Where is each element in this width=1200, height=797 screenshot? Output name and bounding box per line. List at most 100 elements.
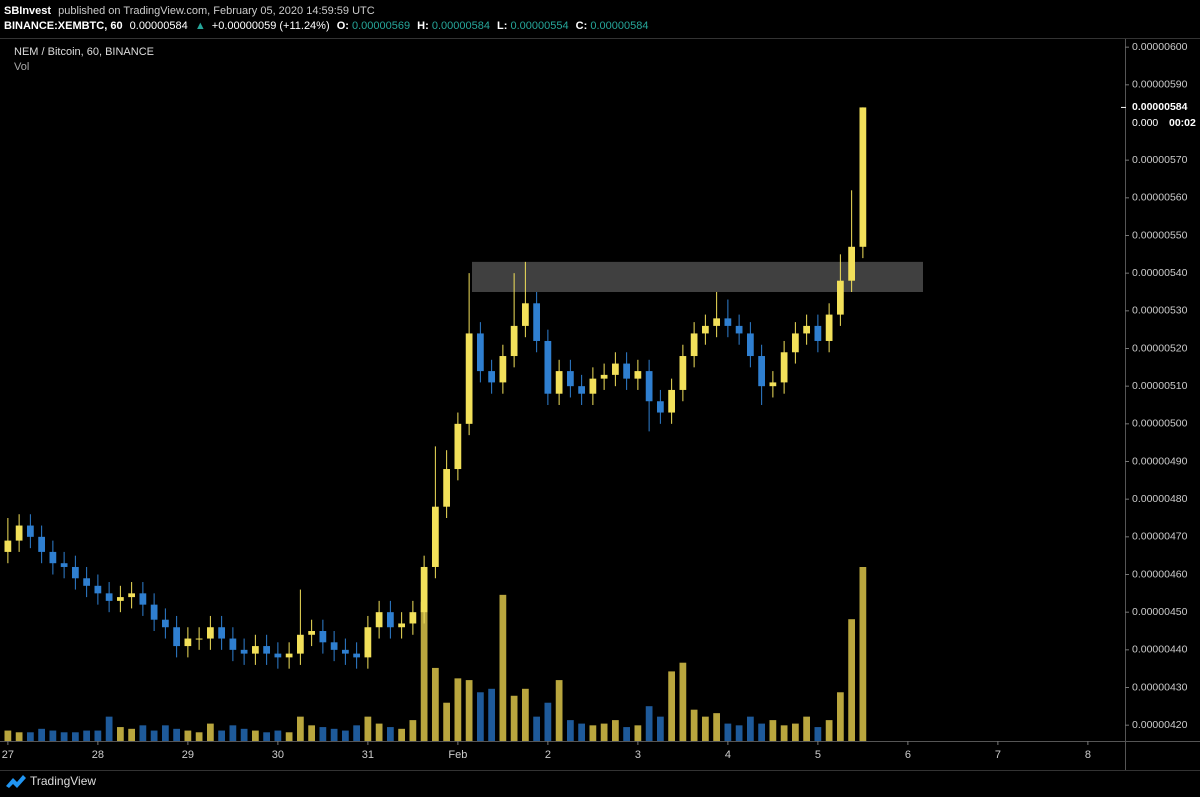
- symbol-line: BINANCE:XEMBTC, 60 0.00000584 ▲ +0.00000…: [4, 20, 648, 32]
- publisher: SBInvest: [4, 5, 51, 17]
- volume-label: Vol: [14, 61, 29, 73]
- volume-bar: [454, 678, 462, 741]
- volume-bar: [387, 727, 394, 741]
- volume-bar: [139, 725, 147, 741]
- volume-bar: [702, 716, 709, 741]
- y-tick-label: 0.00000430: [1132, 681, 1188, 693]
- candle-body: [522, 303, 529, 326]
- volume-bar: [735, 725, 743, 741]
- volume-bar: [645, 706, 653, 741]
- volume-bar: [207, 723, 214, 741]
- x-tick-label: 3: [635, 749, 641, 761]
- candle-body: [229, 638, 237, 650]
- volume-bar: [184, 730, 192, 741]
- volume-bar: [612, 720, 619, 741]
- last-price: 0.00000584: [130, 20, 188, 32]
- volume-bar: [837, 692, 844, 741]
- candle-body: [308, 631, 315, 635]
- x-tick-label: 31: [362, 749, 374, 761]
- y-tick-label: 0.00000570: [1132, 154, 1188, 166]
- candle-body: [94, 585, 102, 594]
- candle-body: [488, 371, 495, 383]
- y-tick-label: 0.00000550: [1132, 229, 1188, 241]
- candle-body: [409, 612, 417, 624]
- volume-bar: [522, 688, 529, 741]
- y-tick-label: 0.00000520: [1132, 342, 1188, 354]
- volume-bar: [510, 695, 518, 741]
- high-label: H:: [417, 20, 429, 32]
- candle-body: [330, 642, 338, 650]
- volume-bar: [375, 723, 383, 741]
- candle-body: [859, 107, 867, 247]
- volume-bar: [49, 730, 57, 741]
- x-tick-label: 4: [725, 749, 731, 761]
- y-tick-label: 0.00000560: [1132, 192, 1188, 204]
- candle-body: [702, 325, 709, 334]
- candle-body: [645, 371, 653, 402]
- volume-bar: [4, 730, 12, 741]
- candle-body: [319, 631, 327, 643]
- y-tick-label: 0.00000440: [1132, 644, 1188, 656]
- candle-body: [668, 389, 675, 413]
- volume-bar: [263, 732, 270, 741]
- volume-bar: [589, 725, 597, 741]
- candle-body: [803, 325, 810, 334]
- volume-bar: [488, 688, 495, 741]
- candle-body: [15, 525, 23, 541]
- volume-bar: [218, 730, 225, 741]
- x-tick-label: 2: [545, 749, 551, 761]
- volume-bar: [567, 720, 574, 741]
- chart-title: NEM / Bitcoin, 60, BINANCE: [14, 46, 154, 58]
- volume-bar: [432, 667, 439, 741]
- candle-body: [38, 536, 45, 552]
- candle-body: [364, 627, 372, 658]
- volume-bar: [60, 732, 68, 741]
- volume-bar: [308, 725, 315, 741]
- x-tick-label: 30: [272, 749, 284, 761]
- volume-bar: [83, 730, 90, 741]
- candle-body: [555, 371, 563, 394]
- volume-bar: [117, 727, 124, 741]
- open-value: 0.00000569: [352, 20, 410, 32]
- volume-bar: [240, 728, 248, 741]
- volume-bar: [477, 692, 484, 741]
- volume-bar: [105, 716, 113, 741]
- y-tick-label: 0.00000500: [1132, 418, 1188, 430]
- candle-body: [769, 382, 777, 387]
- candle-body: [218, 627, 225, 639]
- candle-body: [848, 246, 855, 281]
- candle-body: [195, 638, 203, 640]
- zone: [472, 261, 923, 292]
- x-tick-label: 28: [92, 749, 104, 761]
- y-tick-label: 0.00000450: [1132, 606, 1188, 618]
- candle-body: [578, 386, 585, 394]
- volume-bar: [713, 713, 720, 741]
- low-value: 0.00000554: [510, 20, 568, 32]
- y-tick-label: 0.00000590: [1132, 79, 1188, 91]
- badge-cut: 0.000: [1132, 117, 1158, 129]
- y-tick-label: 0.00000490: [1132, 455, 1188, 467]
- volume-bar: [173, 728, 180, 741]
- y-tick-label: 0.00000600: [1132, 41, 1188, 53]
- candle-body: [837, 280, 844, 315]
- candle-body: [184, 638, 192, 647]
- candle-body: [60, 563, 68, 567]
- candle-body: [623, 363, 630, 379]
- candle-body: [612, 363, 619, 375]
- volume-bar: [274, 730, 282, 741]
- volume-bar: [859, 567, 867, 741]
- candle-body: [274, 653, 282, 658]
- candle-body: [342, 649, 349, 654]
- logo: TradingView: [6, 774, 96, 788]
- volume-bar: [420, 601, 428, 741]
- y-tick-label: 0.00000470: [1132, 531, 1188, 543]
- logo-icon: [6, 775, 26, 788]
- volume-bar: [555, 680, 563, 741]
- candle-body: [589, 378, 597, 394]
- candle-body: [4, 540, 12, 552]
- volume-bar: [544, 702, 552, 741]
- candle-body: [510, 325, 518, 357]
- candle-body: [657, 401, 664, 413]
- y-tick-label: 0.00000510: [1132, 380, 1188, 392]
